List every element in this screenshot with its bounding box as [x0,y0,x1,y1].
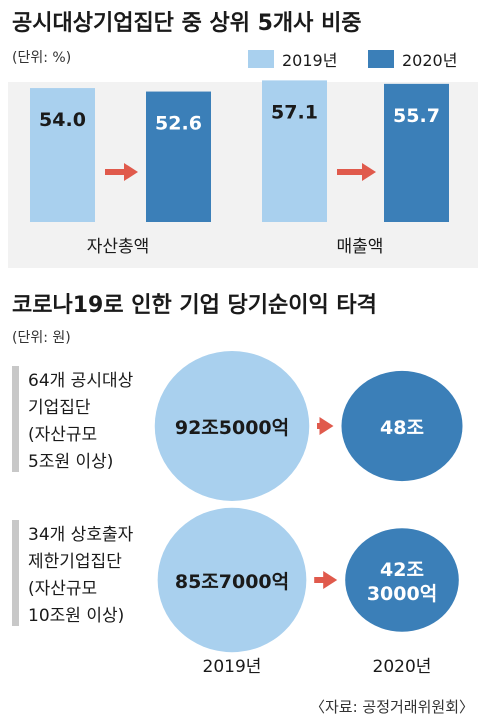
bubble-2019 [154,351,310,501]
row-category-label: 기업집단 [28,398,91,418]
column-label-2019: 2019년 [203,657,262,677]
bar-value-label: 52.6 [155,113,202,135]
row-sidebar [12,520,19,626]
bar-category-label: 자산총액 [87,237,150,257]
bar-chart: 54.0 52.6 자산총액 57.1 55.7 매출액 [30,80,449,257]
bar-assets-2019 [30,88,95,222]
row-category-label: 제한기업집단 [28,552,122,572]
row-category-label: 5조원 이상) [28,452,113,472]
row-category-label: 10조원 이상) [28,606,124,626]
bar-sales-2019 [262,80,327,222]
bar-value-label: 55.7 [393,105,440,127]
row-category-label: (자산규모 [28,579,97,599]
bar-change-arrow [105,163,138,181]
bubble-2020 [341,370,463,482]
column-label-2020: 2020년 [373,657,432,677]
row-category-label: 64개 공시대상 [28,371,134,391]
bar-value-label: 57.1 [271,101,318,123]
bubble-value-label: 42조 [380,559,424,581]
legend-swatch-2019 [248,50,274,68]
bubble-change-arrow [317,417,334,435]
bubble-2019 [157,507,307,653]
legend-label-2020: 2020년 [402,51,457,70]
bar-assets-2020 [146,91,211,222]
section1-title: 공시대상기업집단 중 상위 5개사 비중 [12,11,362,36]
section2-title: 코로나19로 인한 기업 당기순이익 타격 [12,293,377,318]
bubble-value-label: 85조7000억 [175,571,289,593]
legend-swatch-2020 [368,50,394,68]
bar-value-label: 54.0 [39,109,86,131]
bar-category-label: 매출액 [337,237,384,257]
row-sidebar [12,366,19,472]
source-note: 〈자료: 공정거래위원회〉 [310,698,474,716]
bar-change-arrow [337,163,376,181]
bubble-value-label: 3000억 [367,583,437,605]
bubble-change-arrow [314,571,338,589]
bubble-chart: 64개 공시대상기업집단 (자산규모 5조원 이상) 92조5000억 48조 34개 상… [12,351,463,653]
legend-label-2019: 2019년 [282,51,337,70]
row-category-label: (자산규모 [28,425,97,445]
bar-sales-2020 [384,83,449,222]
section1-unit: (단위: %) [12,50,71,66]
bubble-2020 [345,528,459,632]
row-category-label: 34개 상호출자 [28,525,134,545]
section2-unit: (단위: 원) [12,330,71,346]
bubble-value-label: 92조5000억 [175,417,289,439]
bubble-value-label: 48조 [380,417,424,439]
